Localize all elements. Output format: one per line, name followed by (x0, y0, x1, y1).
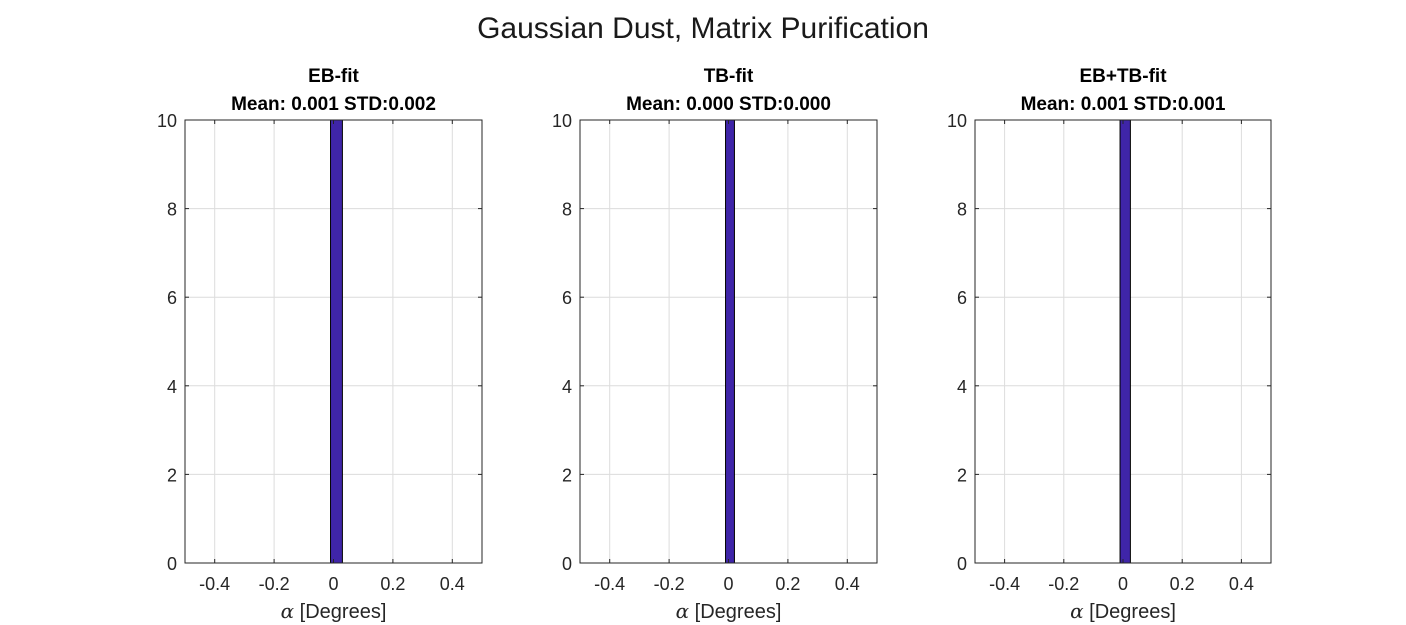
x-tick-label: 0 (328, 574, 338, 594)
subplot-subtitle: Mean: 0.001 STD:0.001 (1021, 94, 1226, 115)
y-tick-label: 2 (562, 465, 572, 485)
histogram-bar (330, 119, 343, 564)
x-tick-label: -0.2 (654, 574, 685, 594)
x-tick-label: -0.2 (1048, 574, 1079, 594)
y-tick-label: 0 (957, 554, 967, 574)
x-axis-label-text: [Degrees] (294, 601, 386, 623)
alpha-symbol: α (281, 599, 295, 623)
x-axis-label: α [Degrees] (1070, 599, 1176, 623)
y-tick-label: 6 (562, 288, 572, 308)
x-axis-label-text: [Degrees] (689, 601, 781, 623)
subplot-title: TB-fit (704, 66, 754, 87)
y-tick-label: 6 (957, 288, 967, 308)
histogram-bar (1119, 119, 1131, 564)
x-tick-label: -0.4 (199, 574, 230, 594)
figure-title: Gaussian Dust, Matrix Purification (477, 12, 929, 45)
x-tick-label: 0.2 (380, 574, 405, 594)
y-tick-label: 8 (167, 200, 177, 220)
subplot-title: EB+TB-fit (1079, 66, 1167, 87)
y-tick-label: 0 (167, 554, 177, 574)
subplot-1: -0.4 -0.2 0 0.2 0.4 0 2 4 6 8 10 EB-fit Mean: 0.001 … (157, 66, 483, 623)
x-axis-label: α [Degrees] (676, 599, 782, 623)
y-tick-label: 4 (957, 377, 967, 397)
y-tick-label: 10 (552, 111, 572, 131)
y-tick-label: 0 (562, 554, 572, 574)
histogram-bar (725, 119, 735, 564)
x-axis-label: α [Degrees] (281, 599, 387, 623)
y-tick-label: 8 (957, 200, 967, 220)
alpha-symbol: α (676, 599, 690, 623)
y-tick-label: 6 (167, 288, 177, 308)
y-tick-label: 4 (562, 377, 572, 397)
y-tick-label: 10 (947, 111, 967, 131)
x-tick-label: 0.2 (775, 574, 800, 594)
x-tick-label: -0.4 (989, 574, 1020, 594)
alpha-symbol: α (1070, 599, 1084, 623)
x-tick-label: 0 (723, 574, 733, 594)
x-axis-label-text: [Degrees] (1084, 601, 1176, 623)
x-tick-label: 0.2 (1170, 574, 1195, 594)
y-tick-label: 2 (957, 465, 967, 485)
y-tick-label: 2 (167, 465, 177, 485)
subplot-title: EB-fit (308, 66, 359, 87)
subplot-3: -0.4 -0.2 0 0.2 0.4 0 2 4 6 8 10 EB+TB-fit Mean: 0.0… (947, 66, 1272, 623)
x-tick-label: 0 (1118, 574, 1128, 594)
y-tick-label: 4 (167, 377, 177, 397)
subplot-subtitle: Mean: 0.000 STD:0.000 (626, 94, 831, 115)
x-tick-label: -0.4 (594, 574, 625, 594)
subplot-2: -0.4 -0.2 0 0.2 0.4 0 2 4 6 8 10 TB-fit Mean: 0.000 … (552, 66, 878, 623)
y-tick-label: 10 (157, 111, 177, 131)
x-tick-label: -0.2 (259, 574, 290, 594)
x-tick-label: 0.4 (440, 574, 465, 594)
subplot-subtitle: Mean: 0.001 STD:0.002 (231, 94, 436, 115)
x-tick-label: 0.4 (835, 574, 860, 594)
y-tick-label: 8 (562, 200, 572, 220)
x-tick-label: 0.4 (1229, 574, 1254, 594)
